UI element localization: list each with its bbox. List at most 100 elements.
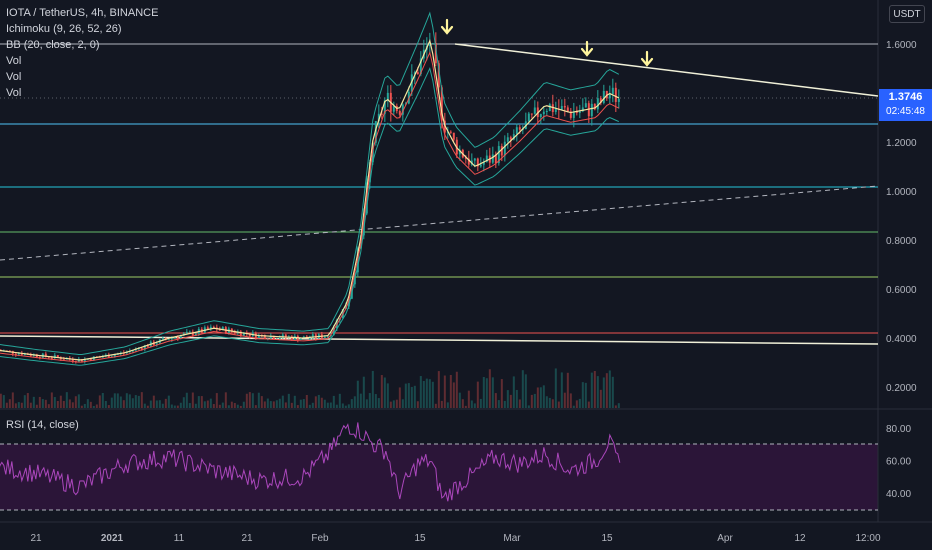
time-tick-label: 11 — [174, 533, 185, 544]
indicator-bollinger[interactable]: BB (20, close, 2, 0) — [6, 39, 100, 51]
volume-bar — [242, 401, 245, 408]
price-tick-label: 0.4000 — [886, 334, 917, 345]
rsi-line — [0, 422, 621, 502]
indicator-volume[interactable]: Vol — [6, 71, 22, 83]
volume-bar — [260, 396, 263, 408]
volume-bar — [146, 405, 149, 408]
dashed-trendline[interactable] — [0, 185, 879, 261]
volume-bar — [551, 399, 554, 408]
volume-bar — [5, 402, 8, 408]
candle-body — [437, 63, 440, 88]
annotation-arrows[interactable] — [440, 18, 654, 67]
down-arrow-icon[interactable] — [640, 50, 654, 67]
candle-body — [410, 74, 413, 92]
volume-bar — [224, 392, 227, 408]
candle-body — [20, 353, 23, 355]
candle-body — [518, 127, 521, 130]
candle-body — [29, 354, 32, 356]
volume-bar — [323, 399, 326, 408]
candle-body — [161, 337, 164, 340]
volume-bar — [374, 394, 377, 408]
candle-body — [584, 103, 587, 108]
volume-bar — [593, 370, 596, 408]
candle-body — [497, 146, 500, 164]
candle-body — [401, 104, 404, 115]
volume-bar — [68, 399, 71, 408]
candle-body — [482, 161, 485, 165]
volume-bar — [506, 390, 509, 408]
volume-bar — [182, 397, 185, 408]
volume-bar — [218, 404, 221, 408]
candle-body — [386, 92, 389, 101]
indicator-volume[interactable]: Vol — [6, 87, 22, 99]
volume-bar — [221, 402, 224, 408]
candle-body — [398, 111, 401, 115]
candle-body — [485, 155, 488, 162]
volume-bar — [395, 399, 398, 408]
bb-lower-band — [0, 66, 620, 366]
volume-bar — [203, 401, 206, 408]
candle-body — [53, 355, 56, 359]
volume-bar — [356, 380, 359, 408]
volume-bar — [524, 374, 527, 408]
volume-bar — [158, 400, 161, 408]
candle-body — [332, 328, 335, 335]
candle-body — [248, 333, 251, 337]
candle-body — [212, 326, 215, 328]
volume-bar — [377, 398, 380, 408]
rsi-tick-label: 60.00 — [886, 457, 911, 468]
candle-body — [107, 354, 110, 358]
candle-body — [209, 326, 212, 330]
volume-bar — [56, 400, 59, 408]
down-arrow-icon[interactable] — [580, 40, 594, 57]
candle-body — [50, 357, 53, 359]
candle-body — [566, 107, 569, 112]
volume-bar — [152, 395, 155, 408]
descending-trendline[interactable] — [454, 43, 879, 97]
indicator-volume[interactable]: Vol — [6, 55, 22, 67]
volume-bar — [173, 405, 176, 408]
candle-body — [527, 113, 530, 122]
candle-body — [542, 111, 545, 115]
candle-body — [146, 345, 149, 347]
candle-body — [602, 90, 605, 103]
candle-body — [419, 58, 422, 75]
currency-button[interactable]: USDT — [889, 5, 925, 23]
volume-bar — [458, 392, 461, 408]
rsi-title[interactable]: RSI (14, close) — [6, 419, 79, 431]
candle-body — [374, 120, 377, 143]
volume-bar — [104, 400, 107, 408]
volume-bar — [452, 382, 455, 408]
kijun-line — [0, 51, 620, 363]
volume-bar — [86, 399, 89, 408]
candle-body — [8, 350, 11, 352]
volume-bar — [236, 404, 239, 408]
volume-bar — [368, 393, 371, 408]
candle-body — [242, 332, 245, 336]
volume-bar — [161, 403, 164, 408]
candle-body — [509, 137, 512, 140]
volume-bar — [497, 400, 500, 408]
candle-body — [590, 103, 593, 117]
down-arrow-icon[interactable] — [440, 18, 454, 35]
volume-bar — [479, 398, 482, 408]
lower-trendline[interactable] — [0, 335, 879, 345]
indicator-ichimoku[interactable]: Ichimoku (9, 26, 52, 26) — [6, 23, 122, 35]
last-price-tag: 1.3746 02:45:48 — [879, 89, 932, 121]
volume-bar — [500, 379, 503, 408]
volume-bar — [212, 404, 215, 408]
candle-body — [539, 114, 542, 118]
candle-body — [383, 100, 386, 114]
candle-body — [89, 358, 92, 361]
time-tick-label: Feb — [311, 533, 329, 544]
candle-body — [176, 337, 179, 339]
volume-bar — [575, 400, 578, 408]
candle-body — [83, 359, 86, 362]
volume-bar — [521, 370, 524, 408]
volume-bar — [101, 392, 104, 408]
volume-bar — [257, 392, 260, 408]
volume-bar — [611, 376, 614, 408]
candle-body — [572, 111, 575, 118]
symbol-title[interactable]: IOTA / TetherUS, 4h, BINANCE — [6, 7, 159, 19]
